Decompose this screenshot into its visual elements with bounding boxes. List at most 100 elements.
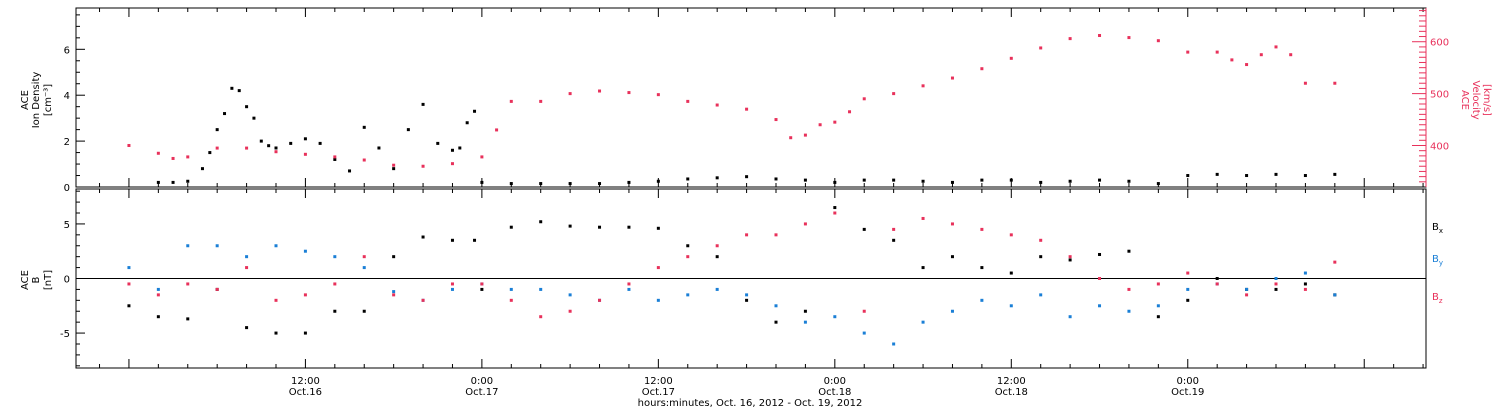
velocity-point [480, 155, 484, 159]
velocity-point [274, 150, 278, 154]
density-point [458, 146, 462, 150]
velocity-point [892, 92, 896, 96]
by-point [921, 320, 925, 324]
by-point [1156, 304, 1160, 308]
density-point [1333, 172, 1337, 176]
panel-frames [75, 7, 1427, 369]
density-point [627, 180, 631, 184]
bz-point [950, 222, 954, 226]
velocity-point [848, 110, 852, 114]
bx-point [392, 255, 396, 259]
bx-point [362, 309, 366, 313]
bz-point [156, 293, 160, 297]
bz-point [774, 233, 778, 237]
by-point [686, 293, 690, 297]
density-tick-label: 0 [64, 183, 70, 194]
bz-point [862, 309, 866, 313]
bx-point [921, 266, 925, 270]
by-point [656, 298, 660, 302]
bx-point [1274, 287, 1278, 291]
b-tick-label: 5 [64, 220, 70, 231]
by-point [1303, 271, 1307, 275]
by-point [862, 331, 866, 335]
density-point [1186, 174, 1190, 178]
density-point [200, 167, 204, 171]
velocity-tick-label: 400 [1430, 141, 1449, 152]
by-point [715, 287, 719, 291]
bz-point [1156, 282, 1160, 286]
density-point [392, 167, 396, 171]
density-point [230, 86, 234, 90]
bz-point [1215, 282, 1219, 286]
bz-point [1098, 277, 1102, 280]
bx-point [715, 255, 719, 259]
bz-point [715, 244, 719, 248]
bx-point [303, 331, 307, 335]
b-axis-label: ACE B [nT] [20, 270, 54, 290]
velocity-point [921, 84, 925, 88]
by-point [539, 287, 543, 291]
density-point [598, 182, 602, 186]
bx-point [539, 220, 543, 224]
bz-point [1127, 287, 1131, 291]
density-point [833, 180, 837, 184]
velocity-point [171, 156, 175, 160]
by-point [1009, 304, 1013, 308]
velocity-point [509, 99, 513, 103]
velocity-point [833, 120, 837, 124]
density-point [686, 177, 690, 181]
velocity-point [1009, 56, 1013, 60]
density-point [377, 146, 381, 150]
density-point [406, 128, 410, 132]
axis-ticks: 0 2 4 6 400 500 600 -5 0 5 [60, 8, 1449, 368]
bx-point [156, 315, 160, 319]
bz-point [186, 282, 190, 286]
bx-point [627, 225, 631, 229]
x-time-label: 12:00 [644, 376, 673, 387]
velocity-point [303, 152, 307, 156]
by-point [1274, 277, 1278, 280]
by-point [303, 249, 307, 253]
bx-point [421, 235, 425, 239]
by-point [980, 298, 984, 302]
density-point [208, 151, 212, 155]
bz-point [333, 282, 337, 286]
bz-point [656, 266, 660, 270]
bx-point [745, 298, 749, 302]
velocity-point [495, 128, 499, 132]
velocity-point [862, 97, 866, 101]
bz-point [303, 293, 307, 297]
velocity-point [1259, 53, 1263, 57]
density-point [1156, 182, 1160, 186]
density-point [186, 179, 190, 183]
bz-point [245, 266, 249, 270]
by-point [1333, 293, 1337, 297]
density-tick-label: 4 [64, 91, 70, 102]
density-point [950, 180, 954, 184]
by-point [1186, 287, 1190, 291]
b-label-line3: [nT] [43, 270, 54, 290]
density-point [892, 178, 896, 182]
bz-point [1274, 282, 1278, 286]
bz-point [892, 227, 896, 231]
velocity-point [1156, 39, 1160, 43]
bz-point [127, 282, 131, 286]
by-point [1098, 304, 1102, 308]
bx-point [803, 309, 807, 313]
bx-point [1098, 252, 1102, 256]
bx-point [950, 255, 954, 259]
density-point [333, 157, 337, 161]
density-point [237, 89, 241, 93]
density-point [473, 109, 477, 113]
by-point [127, 266, 131, 270]
b-legend: Bx By Bz [1432, 222, 1443, 305]
by-point [627, 287, 631, 291]
bz-point [362, 255, 366, 259]
bx-point [1215, 277, 1219, 280]
bx-point [1068, 258, 1072, 262]
data-points [127, 33, 1337, 346]
density-point [274, 146, 278, 150]
density-tick-label: 2 [64, 137, 70, 148]
density-axis-label: ACE Ion Density [cm⁻³] [20, 72, 54, 129]
